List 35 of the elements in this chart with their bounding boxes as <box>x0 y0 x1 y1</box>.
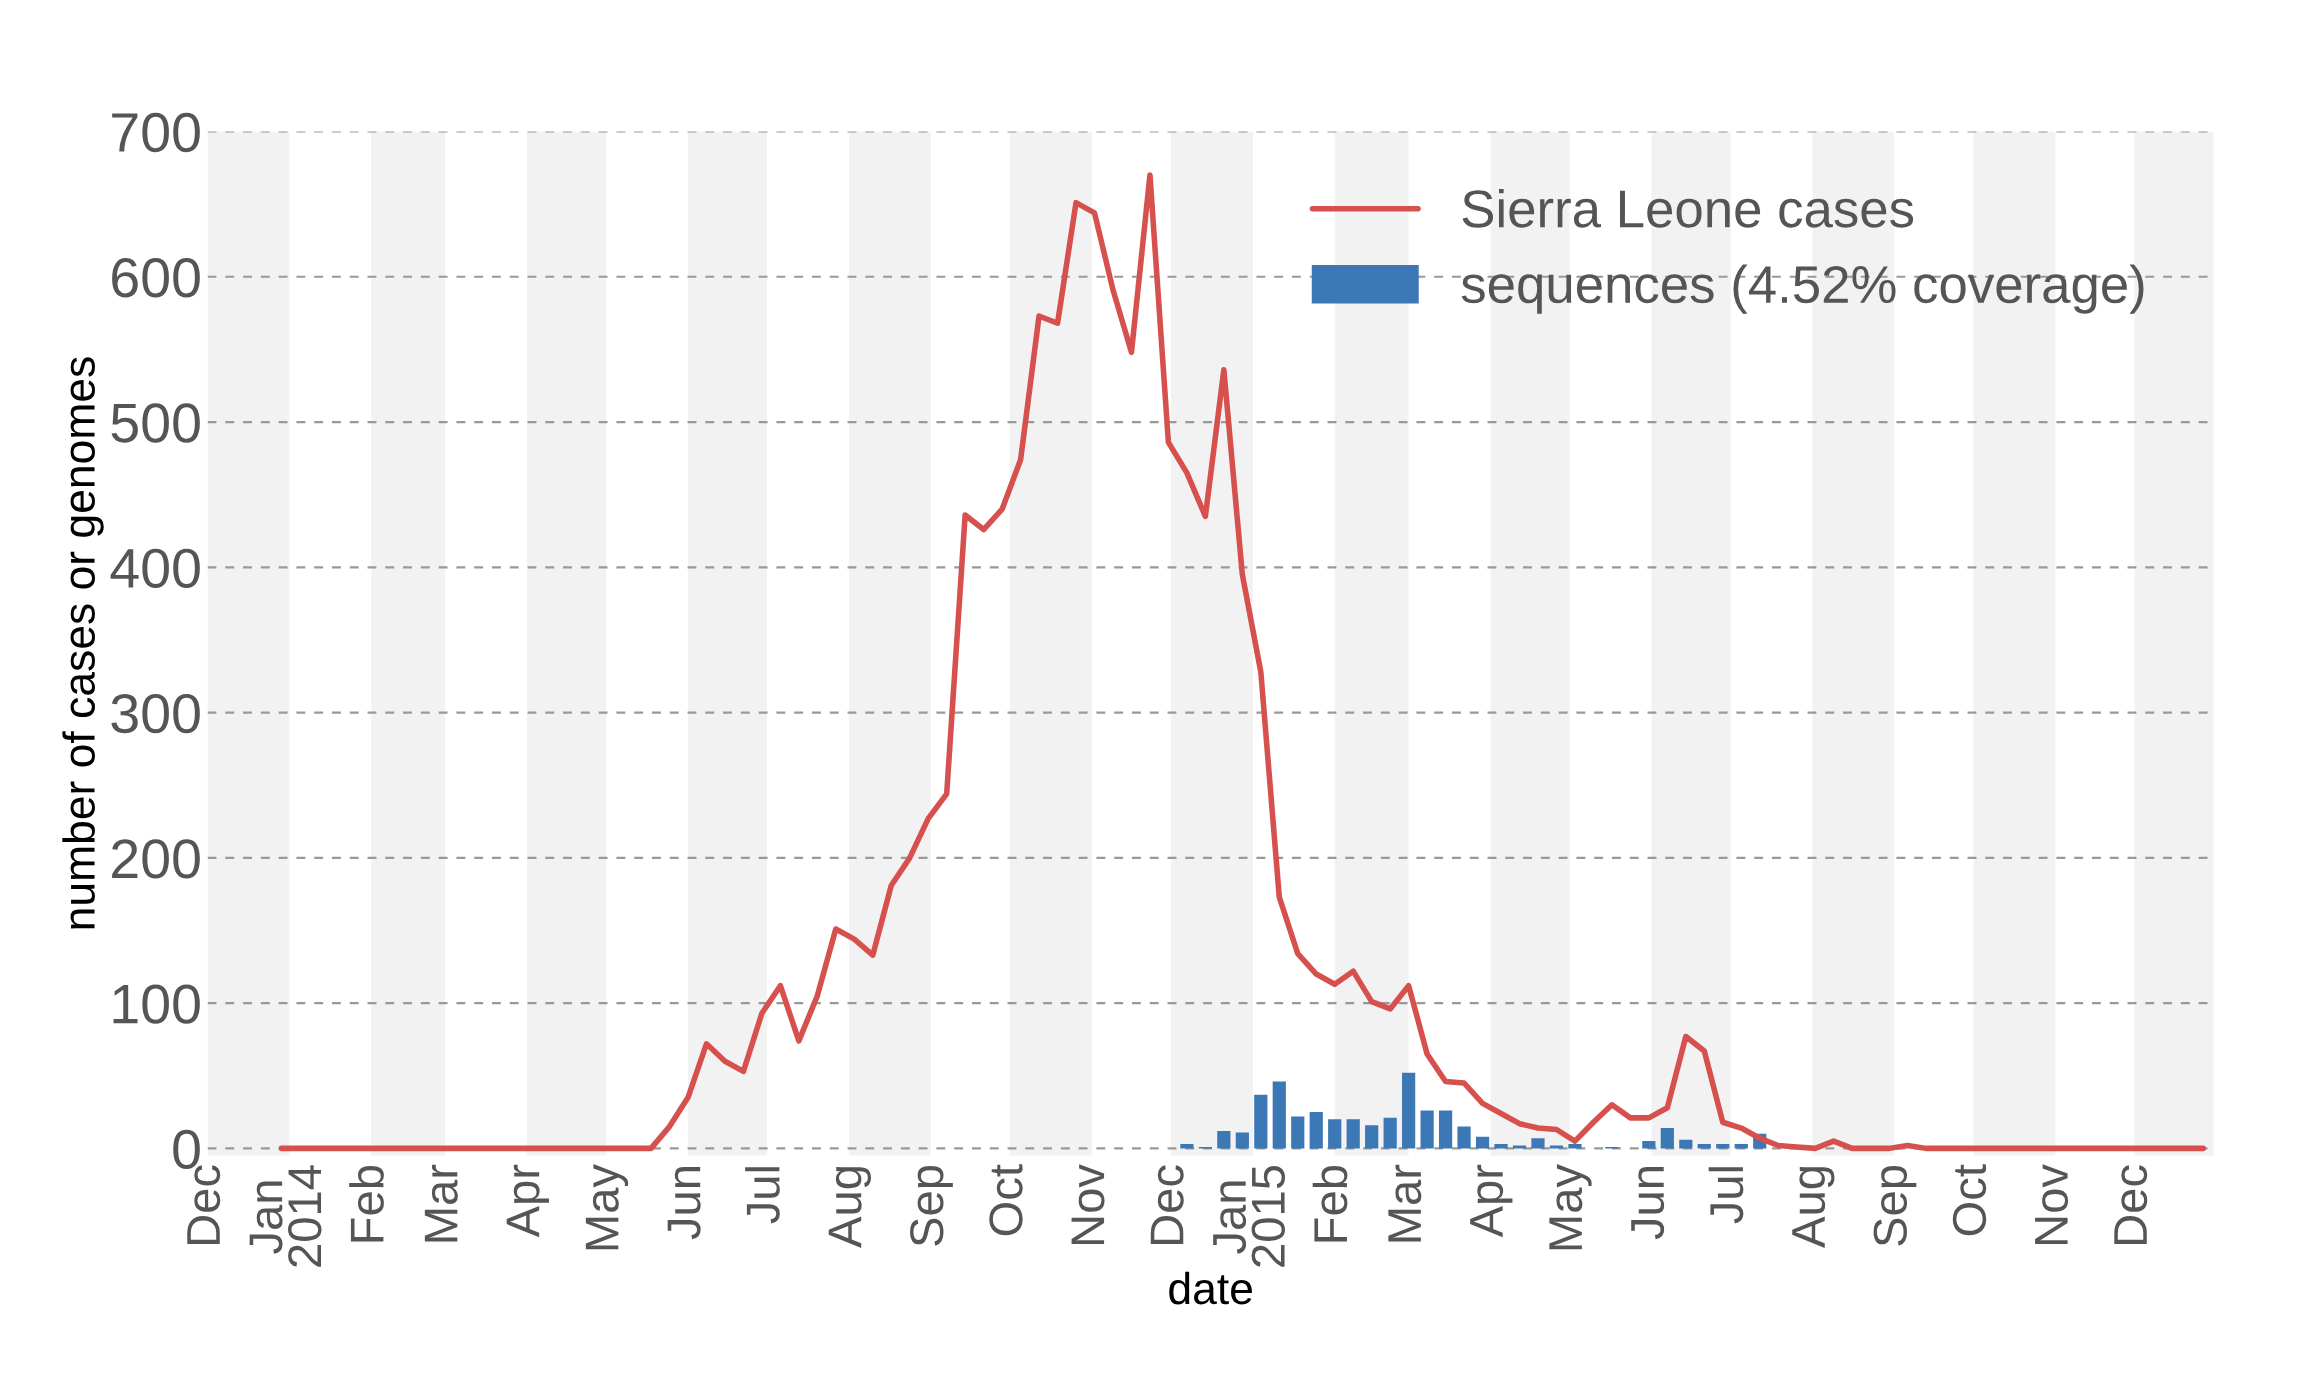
x-tick-label: May <box>585 1164 629 1250</box>
x-tick-label: Jan 2015 <box>1213 1165 1286 1267</box>
x-tick-label: Aug <box>1792 1167 1835 1248</box>
x-tick-label: Mar <box>1388 1164 1422 1242</box>
x-tick-label: Aug <box>828 1167 872 1248</box>
x-tick-label: Oct <box>1952 1164 1987 1236</box>
x-tick-label: Jun <box>667 1167 701 1240</box>
y-tick-label: 100 <box>113 984 200 1024</box>
x-tick-label: Jul <box>745 1167 780 1224</box>
x-tick-label: Nov <box>2035 1164 2069 1245</box>
x-tick-label: Feb <box>1312 1165 1348 1242</box>
x-tick-label: Sep <box>910 1165 953 1246</box>
x-tick-label: Nov <box>1071 1164 1105 1245</box>
y-tick-label: 600 <box>112 258 200 298</box>
x-axis-title: date <box>1169 1271 1252 1305</box>
x-tick-label: Dec <box>1150 1165 1184 1245</box>
legend-label: sequences (4.52% coverage) <box>1461 264 2144 314</box>
y-tick-label: 300 <box>111 693 200 734</box>
x-tick-label: Dec <box>2114 1165 2148 1245</box>
y-tick-label: 400 <box>110 548 200 588</box>
y-tick-label: 500 <box>111 403 200 443</box>
x-tick-label: May <box>1549 1164 1592 1250</box>
x-tick-label: Jul <box>1708 1167 1744 1224</box>
y-tick-label: 200 <box>112 839 200 879</box>
y-tick-label: 700 <box>112 112 200 153</box>
x-tick-label: Apr <box>506 1164 549 1238</box>
x-tick-label: Oct <box>989 1164 1023 1236</box>
x-tick-label: Jan 2014 <box>249 1165 322 1267</box>
legend-label: Sierra Leone cases <box>1462 188 1914 228</box>
x-tick-label: Feb <box>349 1165 384 1242</box>
y-axis-title: number of cases or genomes <box>62 357 104 929</box>
x-tick-label: Jun <box>1631 1167 1665 1240</box>
x-tick-label: Apr <box>1470 1164 1513 1238</box>
x-tick-label: Mar <box>424 1164 458 1242</box>
x-tick-label: Sep <box>1873 1165 1917 1246</box>
